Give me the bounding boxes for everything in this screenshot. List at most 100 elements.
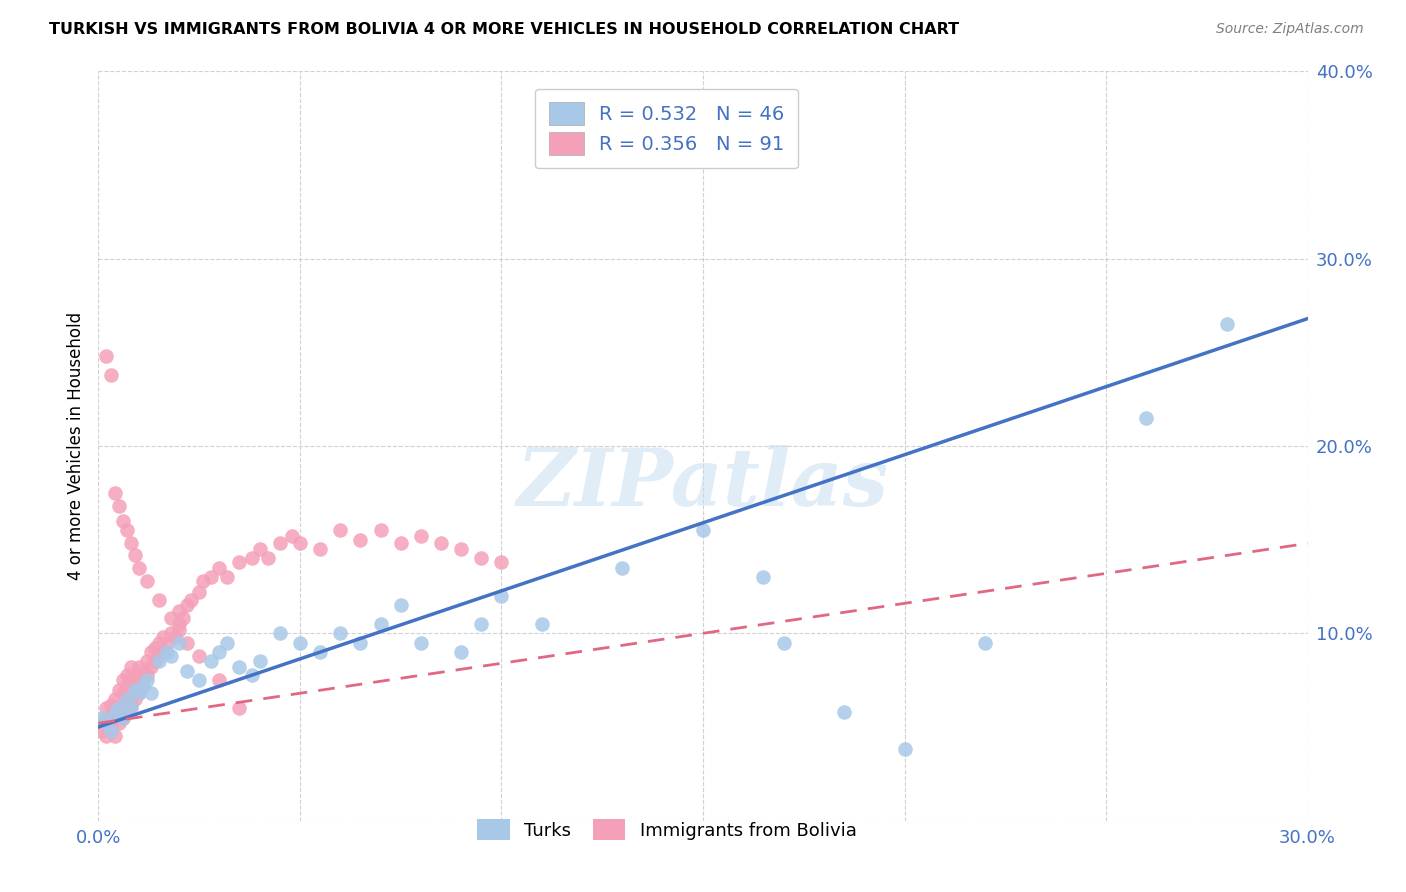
Point: [269, 626, 291, 640]
Point: [193, 574, 215, 588]
Point: [470, 551, 492, 566]
Point: [329, 524, 352, 538]
Point: [288, 635, 311, 649]
Point: [100, 720, 122, 734]
Point: [288, 536, 311, 550]
Point: [115, 692, 138, 706]
Point: [752, 570, 775, 584]
Point: [148, 592, 170, 607]
Point: [167, 604, 190, 618]
Point: [128, 686, 150, 700]
Point: [349, 635, 371, 649]
Point: [172, 611, 194, 625]
Point: [91, 710, 114, 724]
Point: [349, 533, 371, 547]
Point: [156, 635, 179, 649]
Point: [96, 349, 118, 363]
Point: [103, 692, 125, 706]
Point: [269, 536, 291, 550]
Point: [111, 710, 134, 724]
Point: [103, 486, 125, 500]
Point: [188, 673, 211, 688]
Point: [612, 561, 634, 575]
Point: [124, 548, 146, 562]
Point: [409, 635, 432, 649]
Point: [1135, 411, 1157, 425]
Point: [309, 542, 332, 557]
Point: [135, 574, 157, 588]
Point: [139, 645, 162, 659]
Point: [128, 660, 150, 674]
Point: [217, 635, 239, 649]
Point: [167, 623, 190, 637]
Point: [148, 648, 170, 663]
Point: [530, 617, 553, 632]
Point: [124, 682, 146, 697]
Point: [111, 698, 134, 712]
Point: [120, 673, 142, 688]
Point: [111, 710, 134, 724]
Text: ZIPatlas: ZIPatlas: [517, 445, 889, 522]
Point: [128, 686, 150, 700]
Point: [160, 648, 183, 663]
Point: [107, 716, 129, 731]
Point: [208, 561, 231, 575]
Point: [249, 655, 271, 669]
Point: [152, 630, 174, 644]
Point: [208, 673, 231, 688]
Point: [139, 660, 162, 674]
Point: [152, 645, 174, 659]
Point: [188, 585, 211, 599]
Point: [1216, 318, 1239, 332]
Point: [832, 705, 855, 719]
Point: [120, 660, 142, 674]
Point: [281, 529, 304, 543]
Point: [100, 698, 122, 712]
Y-axis label: 4 or more Vehicles in Household: 4 or more Vehicles in Household: [66, 312, 84, 580]
Text: TURKISH VS IMMIGRANTS FROM BOLIVIA 4 OR MORE VEHICLES IN HOUSEHOLD CORRELATION C: TURKISH VS IMMIGRANTS FROM BOLIVIA 4 OR …: [49, 22, 959, 37]
Point: [893, 742, 915, 756]
Point: [124, 679, 146, 693]
Point: [176, 599, 198, 613]
Point: [143, 641, 166, 656]
Point: [120, 698, 142, 712]
Point: [111, 686, 134, 700]
Point: [228, 660, 250, 674]
Point: [180, 592, 202, 607]
Point: [120, 686, 142, 700]
Point: [167, 617, 190, 632]
Point: [470, 617, 492, 632]
Point: [124, 667, 146, 681]
Point: [107, 701, 129, 715]
Point: [115, 524, 138, 538]
Point: [370, 524, 392, 538]
Point: [103, 705, 125, 719]
Text: Source: ZipAtlas.com: Source: ZipAtlas.com: [1216, 22, 1364, 37]
Point: [491, 589, 513, 603]
Point: [132, 679, 155, 693]
Point: [491, 555, 513, 569]
Point: [309, 645, 332, 659]
Point: [100, 368, 122, 382]
Point: [111, 514, 134, 528]
Point: [115, 705, 138, 719]
Point: [148, 635, 170, 649]
Point: [160, 626, 183, 640]
Point: [370, 617, 392, 632]
Point: [692, 524, 714, 538]
Point: [148, 655, 170, 669]
Point: [132, 679, 155, 693]
Point: [143, 655, 166, 669]
Point: [188, 648, 211, 663]
Point: [139, 686, 162, 700]
Point: [115, 692, 138, 706]
Legend: Turks, Immigrants from Bolivia: Turks, Immigrants from Bolivia: [464, 806, 869, 853]
Point: [115, 667, 138, 681]
Point: [135, 673, 157, 688]
Point: [91, 716, 114, 731]
Point: [249, 542, 271, 557]
Point: [208, 645, 231, 659]
Point: [450, 542, 472, 557]
Point: [228, 555, 250, 569]
Point: [107, 499, 129, 513]
